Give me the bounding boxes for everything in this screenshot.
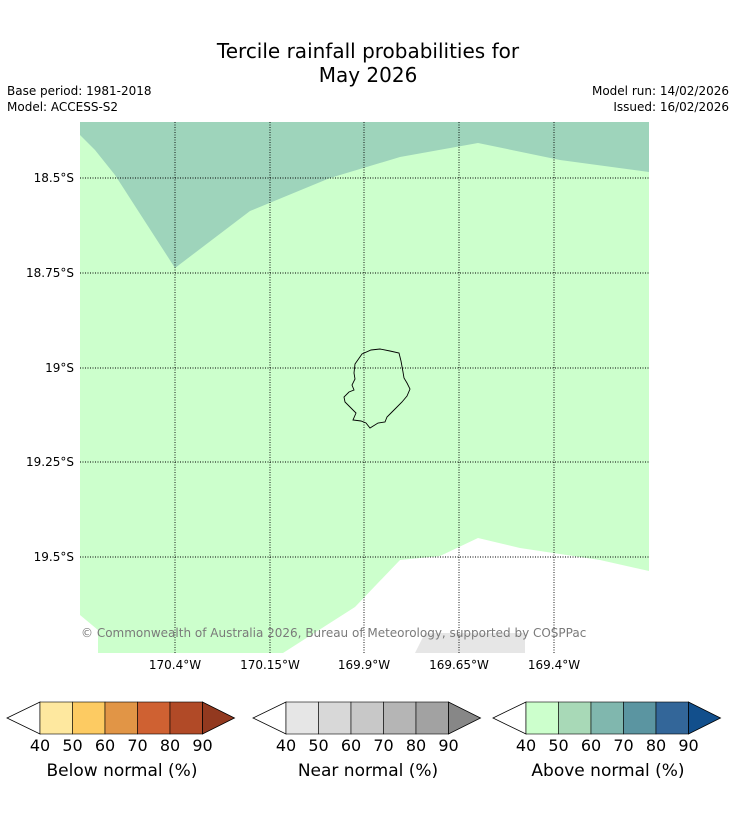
colorbar-tick-label: 60	[94, 736, 116, 755]
colorbar-tick-label: 60	[580, 736, 602, 755]
longitude-label: 169.65°W	[429, 658, 489, 672]
colorbar-tick-label: 50	[308, 736, 329, 755]
colorbar-tick-label: 40	[29, 736, 51, 755]
latitude-label: 18.75°S	[26, 266, 74, 280]
colorbar-tick-label: 70	[613, 736, 634, 755]
region-above-60	[80, 122, 649, 268]
colorbar-segment	[318, 701, 352, 735]
region-above-50	[80, 122, 649, 653]
colorbar-low-extension	[492, 701, 527, 735]
colorbar-tick-label: 50	[548, 736, 569, 755]
colorbar-above-normal-ticks: 40 50 60 70 80 90	[492, 736, 724, 756]
colorbar-segment	[558, 701, 592, 735]
colorbar-high-extension	[202, 701, 236, 735]
base-period: Base period: 1981-2018	[7, 84, 152, 98]
rainfall-probability-map: 18.5°S 18.75°S 19°S 19.25°S 19.5°S 170.4°W 17…	[26, 122, 649, 672]
longitude-label: 169.4°W	[528, 658, 580, 672]
issued-date: Issued: 16/02/2026	[613, 100, 729, 114]
colorbar-near-normal	[252, 701, 482, 735]
colorbar-segment	[350, 701, 384, 735]
colorbar-segment	[169, 701, 203, 735]
colorbar-high-extension	[688, 701, 722, 735]
colorbar-above-normal	[492, 701, 722, 735]
colorbar-low-extension	[252, 701, 287, 735]
above-normal-label: Above normal (%)	[531, 761, 685, 781]
region-near-normal	[415, 633, 525, 653]
latitude-label: 19°S	[45, 361, 74, 375]
colorbar-tick-label: 50	[62, 736, 83, 755]
colorbar-segment	[383, 701, 417, 735]
map-graticule	[80, 122, 649, 653]
near-normal-label: Near normal (%)	[297, 761, 439, 781]
colorbar-tick-label: 80	[405, 736, 427, 755]
title-line-2: May 2026	[318, 63, 418, 87]
model-run-date: Model run: 14/02/2026	[591, 84, 729, 98]
copyright-text: © Commonwealth of Australia 2026, Bureau…	[81, 626, 586, 640]
colorbar-below-normal-ticks: 40 50 60 70 80 90	[6, 736, 238, 756]
colorbar-tick-label: 40	[515, 736, 537, 755]
colorbar-high-extension	[448, 701, 482, 735]
colorbar-tick-label: 70	[127, 736, 148, 755]
colorbar-segment	[72, 701, 106, 735]
colorbar-tick-label: 90	[192, 736, 213, 755]
colorbar-segment	[39, 701, 73, 735]
colorbar-segment	[415, 701, 449, 735]
longitude-label: 169.9°W	[338, 658, 390, 672]
colorbar-segment	[137, 701, 171, 735]
colorbar-segment	[285, 701, 319, 735]
colorbar-tick-label: 70	[373, 736, 394, 755]
colorbar-low-extension	[6, 701, 41, 735]
longitude-label: 170.15°W	[240, 658, 300, 672]
colorbar-tick-label: 80	[159, 736, 181, 755]
colorbar-tick-label: 90	[438, 736, 459, 755]
colorbar-segment	[623, 701, 657, 735]
colorbar-near-normal-ticks: 40 50 60 70 80 90	[252, 736, 484, 756]
colorbar-tick-label: 40	[275, 736, 297, 755]
colorbar-below-normal	[6, 701, 236, 735]
latitude-label: 19.25°S	[26, 455, 74, 469]
niue-island-outline	[343, 348, 411, 429]
colorbar-segment	[104, 701, 138, 735]
title-line-1: Tercile rainfall probabilities for	[216, 39, 520, 63]
latitude-label: 19.5°S	[34, 550, 74, 564]
model-name: Model: ACCESS-S2	[7, 100, 119, 114]
below-normal-label: Below normal (%)	[46, 761, 198, 781]
colorbar-tick-label: 60	[340, 736, 362, 755]
colorbar-segment	[590, 701, 624, 735]
longitude-label: 170.4°W	[149, 658, 201, 672]
colorbar-segment	[525, 701, 559, 735]
latitude-label: 18.5°S	[34, 171, 74, 185]
colorbar-tick-label: 90	[678, 736, 699, 755]
colorbar-tick-label: 80	[645, 736, 667, 755]
colorbar-segment	[655, 701, 689, 735]
